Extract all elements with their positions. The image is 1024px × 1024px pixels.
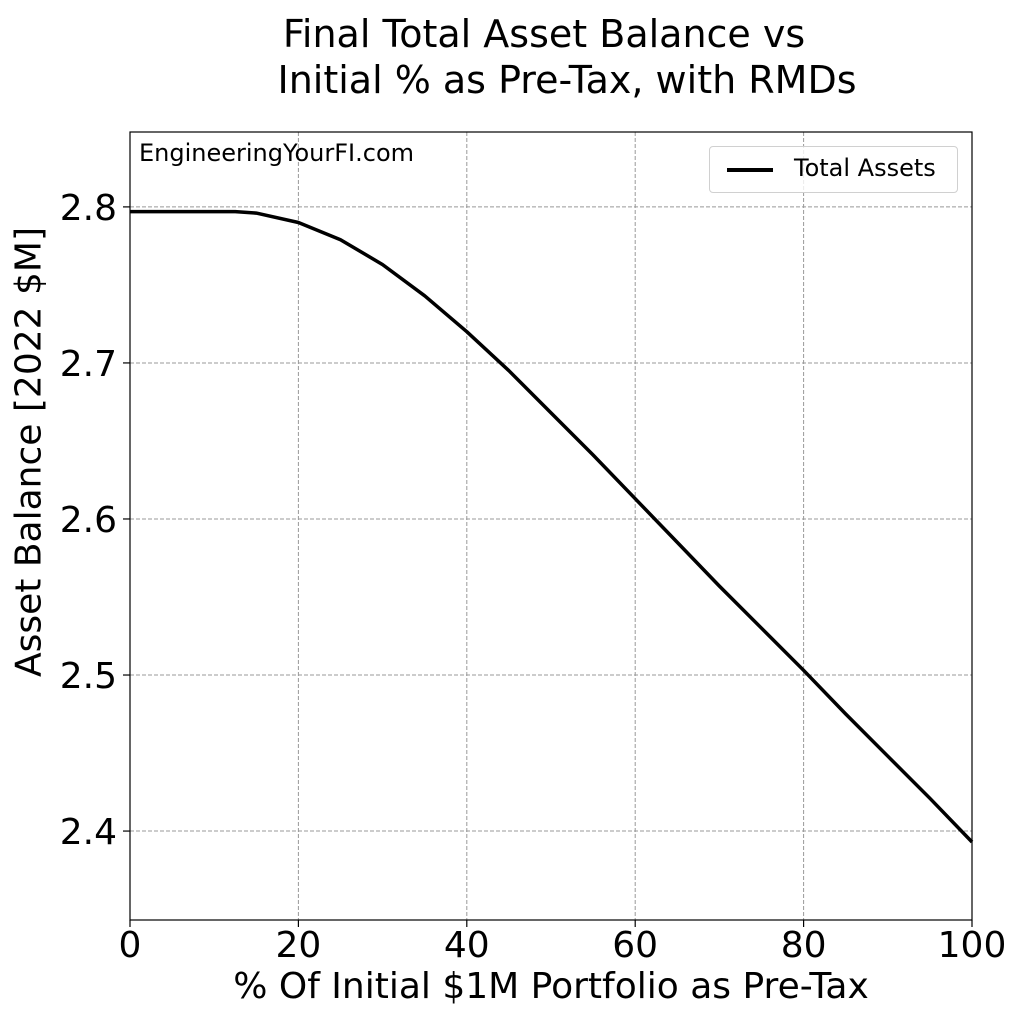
series-layer <box>130 209 974 844</box>
y-tick-label-1: 2.5 <box>60 656 117 697</box>
watermark-annotation: EngineeringYourFI.com <box>139 139 415 167</box>
series-line-0 <box>130 209 974 844</box>
chart-title-line-1: Final Total Asset Balance vs <box>282 12 806 56</box>
axis-ticks: 0 20 40 60 80 100 2.4 2.5 2.6 2.7 2.8 <box>60 188 1007 966</box>
chart-title-line-2: Initial % as Pre-Tax, with RMDs <box>277 58 857 102</box>
legend-label-total-assets: Total Assets <box>794 154 936 182</box>
legend-swatch-total-assets <box>727 168 773 172</box>
x-axis-label: % Of Initial $1M Portfolio as Pre-Tax <box>233 966 869 1007</box>
x-tick-label-1: 20 <box>275 925 321 966</box>
plot-area-frame <box>129 131 973 921</box>
y-axis-label: Asset Balance [2022 $M] <box>8 227 50 677</box>
grid-lines <box>129 132 973 920</box>
y-tick-label-3: 2.7 <box>60 344 117 385</box>
x-tick-label-2: 40 <box>444 925 490 966</box>
y-tick-label-2: 2.6 <box>60 500 117 541</box>
x-tick-label-4: 80 <box>781 925 827 966</box>
y-tick-label-0: 2.4 <box>60 812 117 853</box>
y-tick-label-4: 2.8 <box>60 188 117 229</box>
legend: Total Assets <box>709 146 958 193</box>
x-tick-label-0: 0 <box>119 925 142 966</box>
x-tick-label-3: 60 <box>612 925 658 966</box>
x-tick-label-5: 100 <box>938 925 1007 966</box>
